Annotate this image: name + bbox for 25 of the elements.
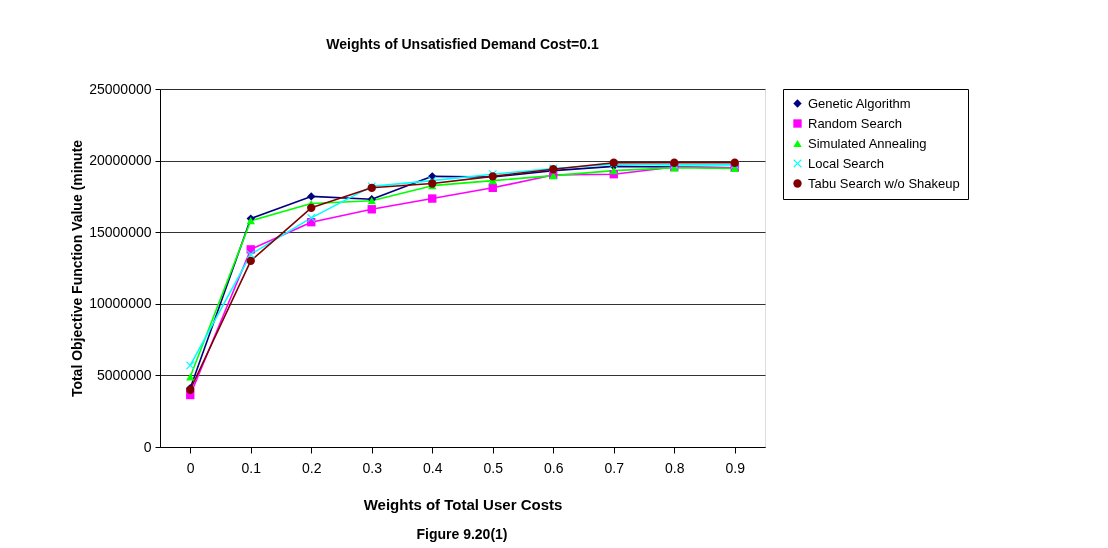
x-tick-label: 0 (186, 459, 195, 476)
legend-label: Random Search (808, 115, 902, 131)
x-axis-title: Weights of Total User Costs (363, 495, 563, 513)
legend-label: Simulated Annealing (808, 135, 927, 151)
y-tick-label: 10000000 (89, 295, 152, 312)
legend-label: Tabu Search w/o Shakeup (808, 175, 960, 191)
x-tick-label: 0.7 (604, 459, 625, 476)
x-tick-label: 0.2 (302, 459, 322, 476)
x-tick-label: 0.4 (423, 459, 443, 476)
legend-label: Local Search (808, 155, 884, 171)
y-tick-label: 5000000 (96, 366, 152, 383)
y-tick-label: 20000000 (89, 152, 152, 169)
x-tick-label: 0.6 (544, 459, 564, 476)
legend-label: Genetic Algorithm (808, 95, 911, 111)
y-tick-label: 25000000 (89, 80, 152, 97)
x-tick-label: 0.8 (665, 459, 685, 476)
caption: Figure 9.20(1) (416, 526, 508, 542)
x-tick-label: 0.5 (483, 459, 504, 476)
y-axis-title: Total Objective Function Value (minute (69, 139, 86, 398)
x-tick-label: 0.1 (241, 459, 262, 476)
x-tick-label: 0.3 (362, 459, 383, 476)
y-tick-label: 15000000 (89, 223, 152, 240)
x-tick-label: 0.9 (725, 459, 746, 476)
y-tick-label: 0 (143, 438, 152, 455)
chart-title: Weights of Unsatisfied Demand Cost=0.1 (326, 36, 599, 52)
